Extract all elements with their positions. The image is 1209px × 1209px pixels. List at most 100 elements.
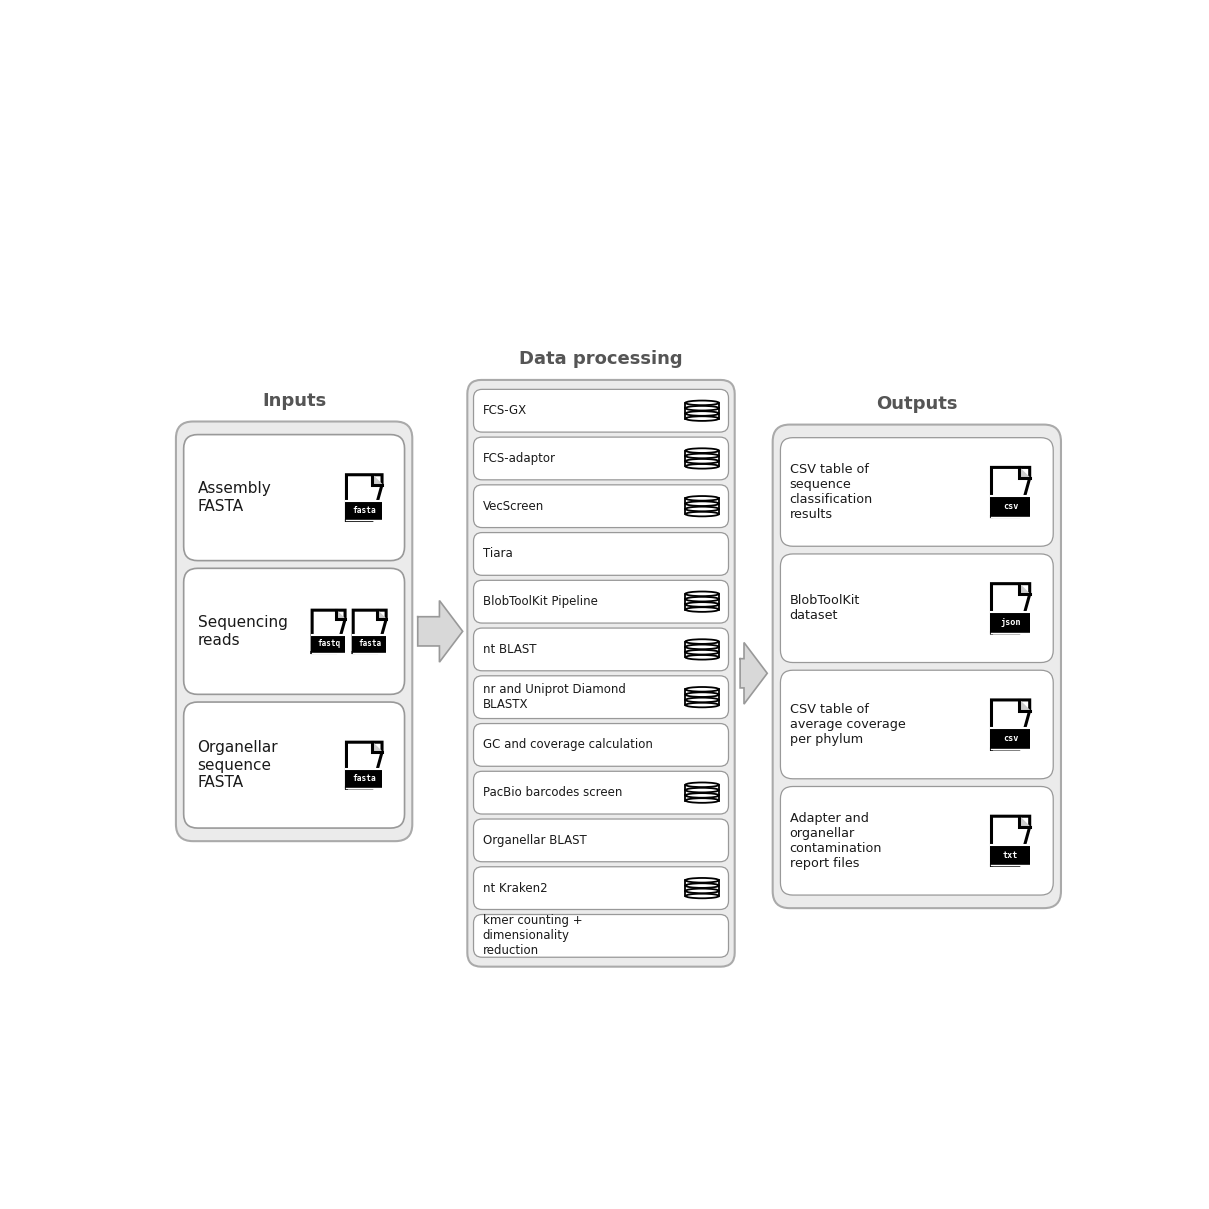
Polygon shape [1019,816,1030,827]
Bar [686,785,719,789]
Text: Assembly
FASTA: Assembly FASTA [197,481,271,514]
FancyBboxPatch shape [474,485,729,527]
Bar [686,652,719,658]
FancyBboxPatch shape [781,554,1053,663]
Bar [991,845,1030,866]
Bar [991,729,1030,750]
Text: fasta: fasta [358,640,381,648]
Ellipse shape [686,607,719,612]
Polygon shape [372,475,382,485]
FancyBboxPatch shape [781,670,1053,779]
Bar [686,456,719,461]
Ellipse shape [686,453,719,458]
Ellipse shape [686,893,719,898]
Ellipse shape [686,602,719,607]
Ellipse shape [686,597,719,601]
Ellipse shape [686,449,719,453]
FancyBboxPatch shape [474,533,729,575]
Bar [686,700,719,705]
Bar [312,635,345,653]
Text: nr and Uniprot Diamond
BLASTX: nr and Uniprot Diamond BLASTX [482,683,626,711]
Ellipse shape [686,416,719,421]
Bar [686,413,719,418]
Ellipse shape [686,884,719,887]
FancyBboxPatch shape [184,434,405,561]
Text: fastq: fastq [317,640,340,648]
Bar [686,791,719,796]
Bar [347,769,382,788]
Bar [686,451,719,456]
Polygon shape [991,584,1030,632]
Polygon shape [418,601,463,663]
FancyBboxPatch shape [177,422,412,841]
Ellipse shape [686,693,719,696]
Bar [686,880,719,885]
Text: Organellar BLAST: Organellar BLAST [482,834,586,846]
FancyBboxPatch shape [474,627,729,671]
Text: Organellar
sequence
FASTA: Organellar sequence FASTA [197,740,278,789]
Ellipse shape [686,698,719,702]
FancyBboxPatch shape [474,389,729,432]
Bar [686,689,719,694]
Bar [686,509,719,514]
Text: GC and coverage calculation: GC and coverage calculation [482,739,653,752]
FancyBboxPatch shape [184,702,405,828]
Ellipse shape [686,411,719,416]
Text: CSV table of
sequence
classification
results: CSV table of sequence classification res… [789,463,873,521]
Ellipse shape [686,400,719,405]
Polygon shape [372,742,382,752]
FancyBboxPatch shape [474,676,729,718]
Text: nt BLAST: nt BLAST [482,643,537,656]
Polygon shape [991,468,1030,516]
Text: Sequencing
reads: Sequencing reads [197,615,288,648]
Ellipse shape [686,788,719,792]
Bar [347,502,382,521]
Text: Inputs: Inputs [262,392,326,410]
Text: Outputs: Outputs [877,395,958,413]
Ellipse shape [686,878,719,883]
Ellipse shape [686,644,719,649]
Ellipse shape [686,502,719,507]
Text: BlobToolKit Pipeline: BlobToolKit Pipeline [482,595,597,608]
Bar [686,642,719,647]
Bar [686,604,719,609]
Text: FCS-GX: FCS-GX [482,404,527,417]
FancyBboxPatch shape [474,723,729,767]
FancyBboxPatch shape [468,380,735,967]
FancyBboxPatch shape [474,771,729,814]
Ellipse shape [686,511,719,516]
Text: fasta: fasta [352,774,376,782]
Ellipse shape [686,889,719,893]
Polygon shape [347,742,382,788]
Ellipse shape [686,782,719,787]
Ellipse shape [686,591,719,596]
FancyBboxPatch shape [184,568,405,694]
Bar [686,891,719,896]
Text: BlobToolKit
dataset: BlobToolKit dataset [789,595,860,623]
Bar [686,647,719,652]
Polygon shape [1019,584,1030,595]
Polygon shape [377,611,386,619]
FancyBboxPatch shape [474,438,729,480]
Bar [686,885,719,891]
Text: txt: txt [1003,850,1018,860]
Ellipse shape [686,702,719,707]
Text: json: json [1000,618,1020,627]
FancyBboxPatch shape [474,914,729,958]
Ellipse shape [686,650,719,654]
Bar [686,695,719,700]
Polygon shape [347,475,382,521]
Bar [686,594,719,598]
Bar [686,409,719,413]
Bar [353,635,386,653]
Polygon shape [1019,468,1030,478]
Text: kmer counting +
dimensionality
reduction: kmer counting + dimensionality reduction [482,914,583,958]
Text: Tiara: Tiara [482,548,513,561]
Text: fasta: fasta [352,507,376,515]
Polygon shape [740,642,768,704]
Text: Adapter and
organellar
contamination
report files: Adapter and organellar contamination rep… [789,811,883,869]
Polygon shape [1019,700,1030,711]
Ellipse shape [686,496,719,501]
Text: csv: csv [1003,502,1018,510]
Text: PacBio barcodes screen: PacBio barcodes screen [482,786,623,799]
